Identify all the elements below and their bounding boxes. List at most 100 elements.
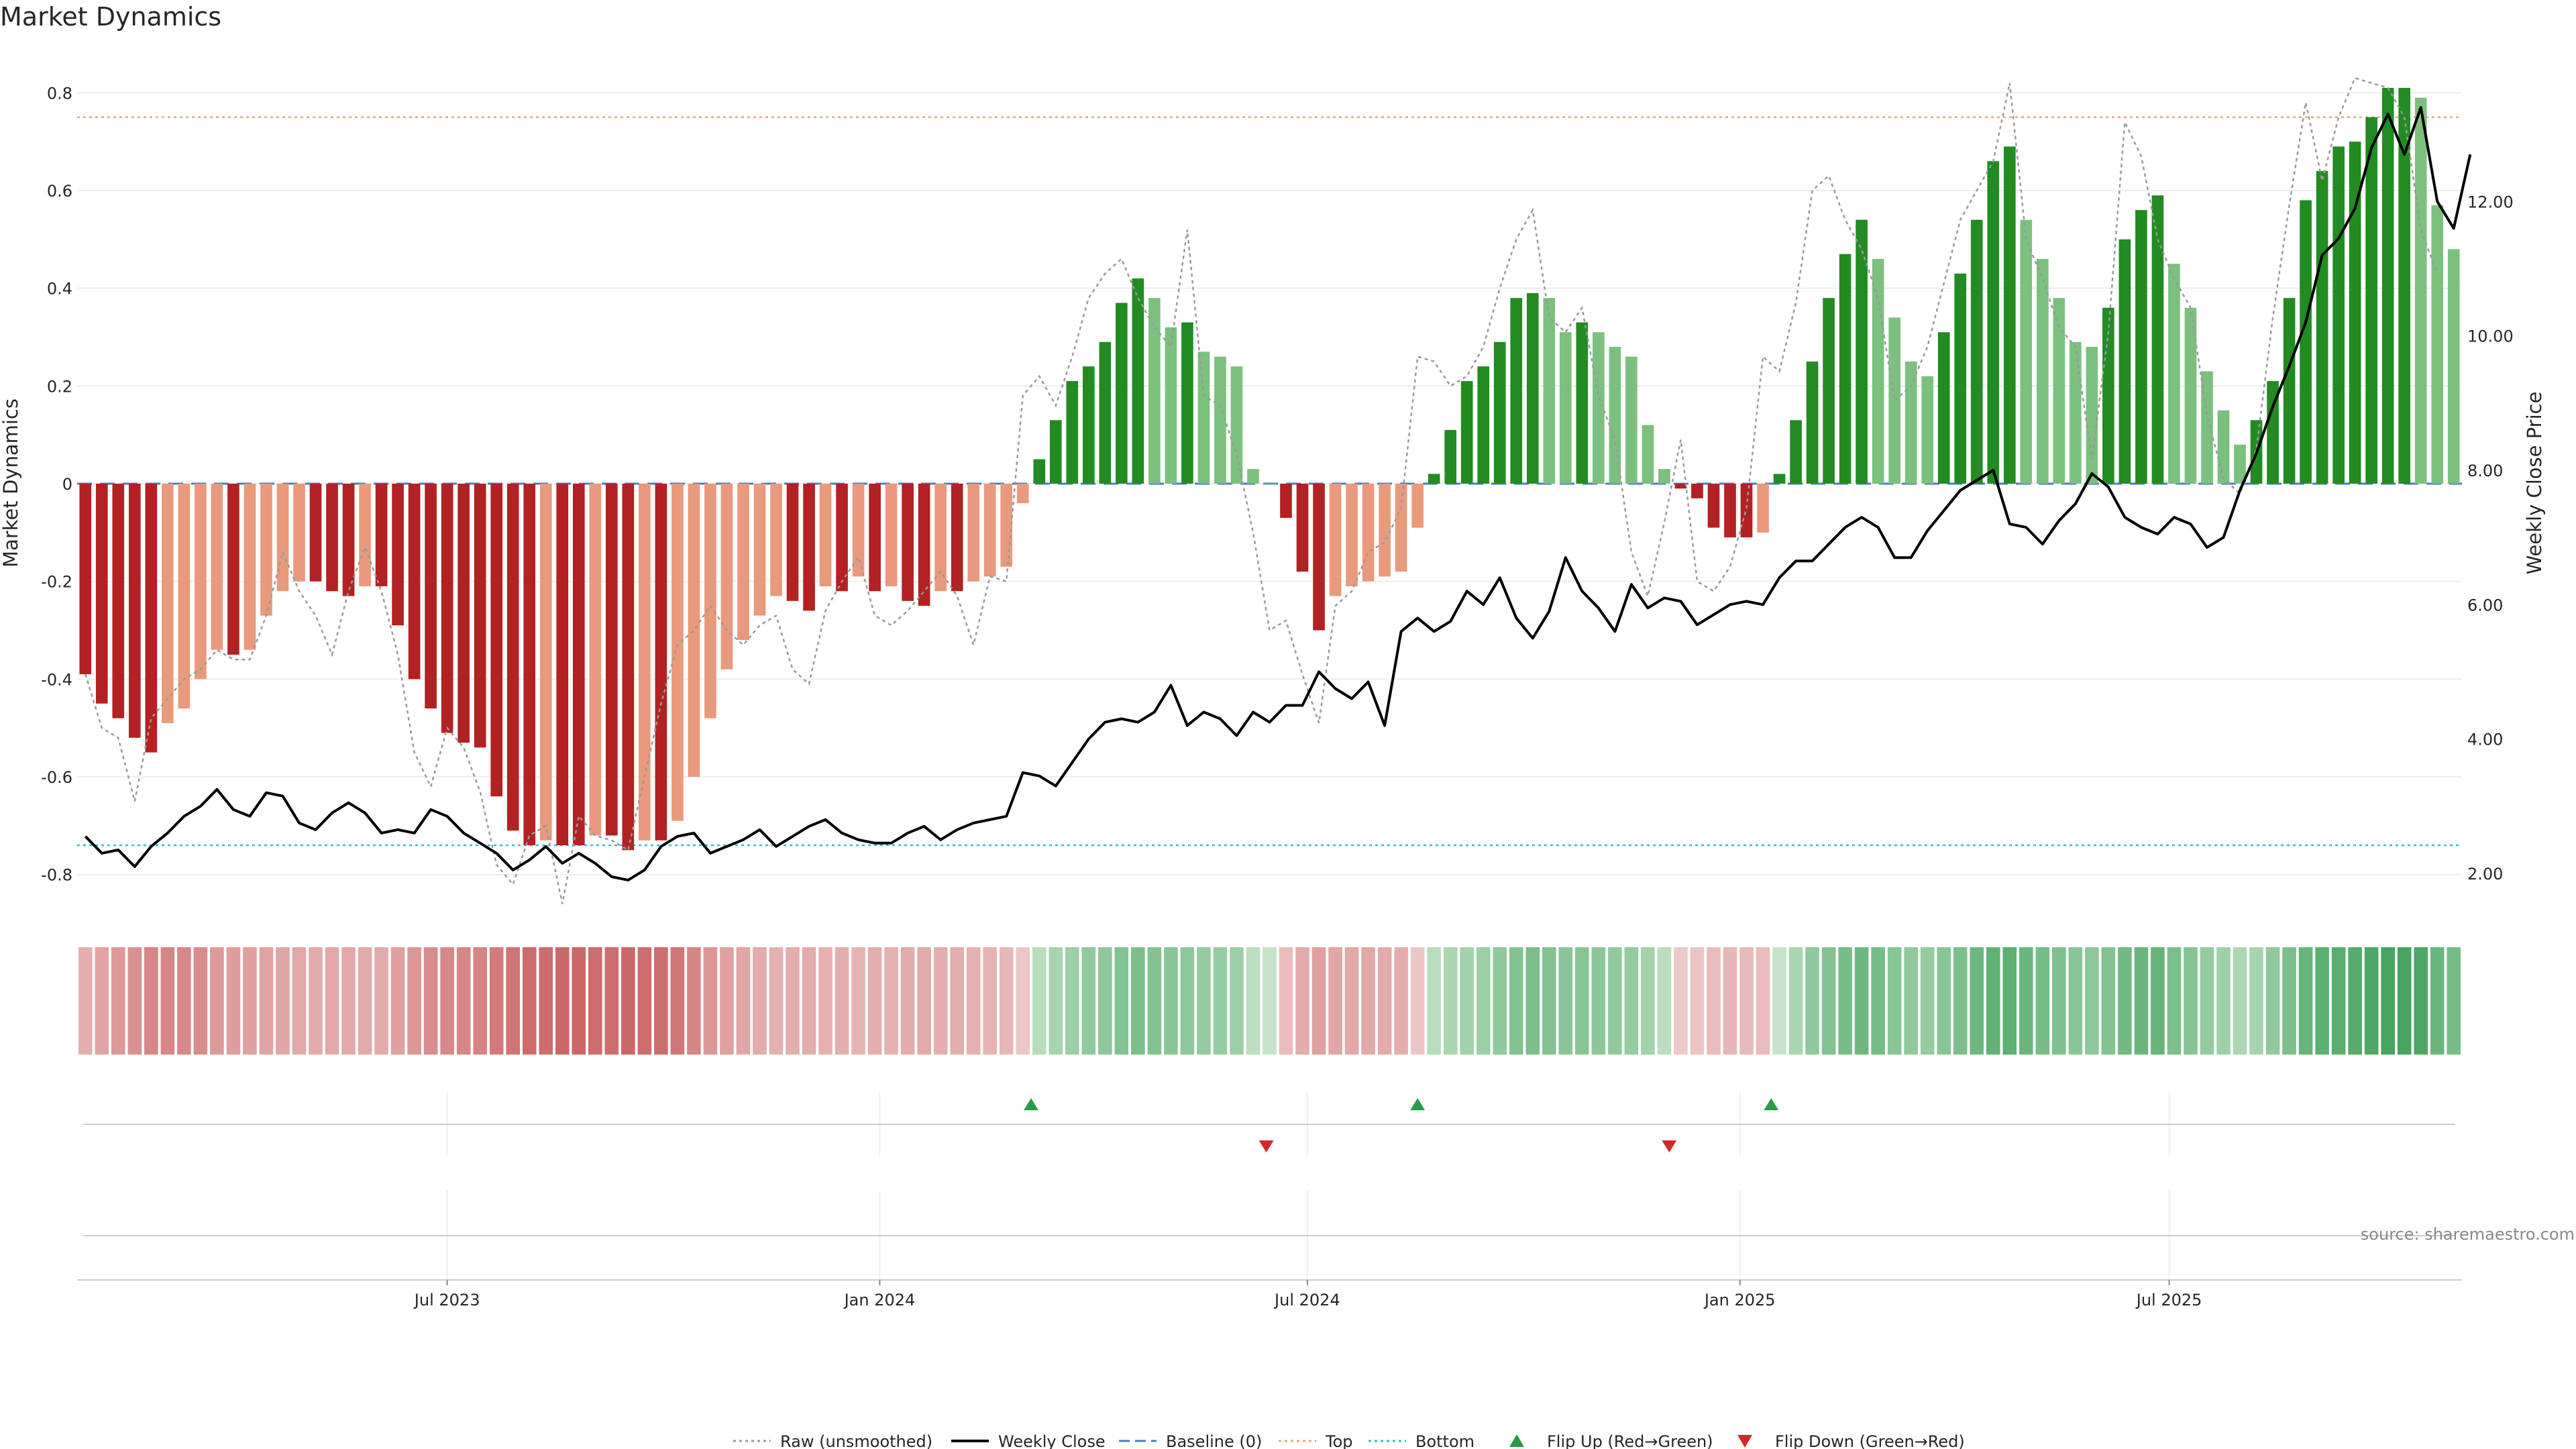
bar <box>128 484 141 738</box>
x-tick-label: Jan 2024 <box>843 1291 916 1309</box>
left-tick-label: 0.8 <box>47 84 72 103</box>
bar <box>112 484 125 718</box>
bar <box>1872 258 1884 484</box>
bar <box>1888 317 1900 484</box>
bar <box>1625 356 1638 484</box>
bar <box>178 484 191 709</box>
bar <box>408 484 421 680</box>
heat-cell <box>867 947 882 1055</box>
bar <box>326 484 338 592</box>
heat-cell <box>2298 947 2313 1055</box>
bar <box>1460 381 1473 484</box>
bar <box>227 484 239 655</box>
flip-down-marker <box>1662 1140 1677 1152</box>
bar <box>1773 474 1786 484</box>
heat-cell <box>2430 947 2445 1055</box>
bar <box>983 484 996 577</box>
heat-strip <box>78 947 2461 1055</box>
weekly-close-series <box>84 106 2472 881</box>
bar <box>1937 332 1950 484</box>
legend: Raw (unsmoothed) Weekly Close Baseline (0)… <box>733 1432 1965 1449</box>
bar <box>1313 484 1325 631</box>
heat-cell <box>769 947 784 1055</box>
bar <box>1165 327 1177 484</box>
bar <box>2267 381 2279 484</box>
bar <box>1740 484 1753 538</box>
heat-cell <box>2265 947 2280 1055</box>
heat-cell <box>1114 947 1129 1055</box>
heat-cell <box>884 947 898 1055</box>
bar <box>934 484 947 592</box>
heat-cell <box>144 947 158 1055</box>
bar <box>1823 298 1835 484</box>
right-tick-label: 12.00 <box>2467 193 2514 211</box>
bar <box>2217 410 2230 484</box>
heat-cell <box>720 947 734 1055</box>
bar <box>2086 347 2098 484</box>
heat-cell <box>2397 947 2412 1055</box>
heat-cell <box>1180 947 1195 1055</box>
bar <box>244 484 256 650</box>
bar <box>1543 298 1556 484</box>
heat-cell <box>292 947 307 1055</box>
bar <box>2414 97 2427 484</box>
heat-cell <box>1081 947 1096 1055</box>
heat-cell <box>687 947 701 1055</box>
heat-cell <box>243 947 257 1055</box>
bar <box>951 484 963 592</box>
bar <box>1066 381 1079 484</box>
heat-cell <box>522 947 537 1055</box>
heat-cell <box>1279 947 1293 1055</box>
heat-cell <box>1443 947 1458 1055</box>
heat-cell <box>1608 947 1622 1055</box>
heat-cell <box>1164 947 1178 1055</box>
legend-item: Flip Down (Green→Red) <box>1737 1432 1965 1449</box>
legend-item: Top <box>1279 1432 1353 1449</box>
heat-cell <box>1953 947 1968 1055</box>
legend-item: Bottom <box>1368 1432 1474 1449</box>
flip-markers-panel <box>77 1092 2462 1281</box>
bar <box>1526 292 1539 484</box>
heat-cell <box>2167 947 2182 1055</box>
bar <box>605 484 618 836</box>
bar <box>1132 278 1144 484</box>
heat-cell <box>1509 947 1523 1055</box>
heat-cell <box>1427 947 1441 1055</box>
bar <box>1247 469 1259 484</box>
bar <box>1346 484 1358 586</box>
heat-cell <box>78 947 93 1055</box>
heat-cell <box>1558 947 1573 1055</box>
heat-cell <box>654 947 668 1055</box>
heat-cell <box>786 947 800 1055</box>
bar <box>1856 219 1868 484</box>
legend-marker <box>1737 1435 1752 1448</box>
heat-cell <box>1311 947 1326 1055</box>
bar <box>672 484 684 821</box>
bar <box>1428 474 1440 484</box>
heat-cell <box>950 947 964 1055</box>
bar-series <box>79 87 2460 851</box>
heat-cell <box>1542 947 1556 1055</box>
heat-cell <box>1394 947 1408 1055</box>
left-axis-label: Market Dynamics <box>0 398 22 568</box>
bar <box>1148 298 1161 484</box>
bar <box>1724 484 1736 538</box>
bar <box>2168 264 2180 484</box>
heat-cell <box>341 947 356 1055</box>
bar <box>1033 459 1046 484</box>
heat-cell <box>160 947 175 1055</box>
heat-cell <box>1328 947 1342 1055</box>
bar <box>1642 425 1654 484</box>
bar <box>1379 484 1391 577</box>
bar <box>523 484 536 846</box>
bar <box>1296 484 1309 572</box>
bar <box>145 484 158 753</box>
heat-cell <box>111 947 125 1055</box>
heat-cell <box>193 947 208 1055</box>
bar <box>2151 195 2164 484</box>
bar <box>1049 420 1062 484</box>
heat-cell <box>555 947 570 1055</box>
left-tick-label: -0.8 <box>41 866 72 885</box>
right-tick-label: 10.00 <box>2467 327 2514 346</box>
bar <box>918 484 930 606</box>
